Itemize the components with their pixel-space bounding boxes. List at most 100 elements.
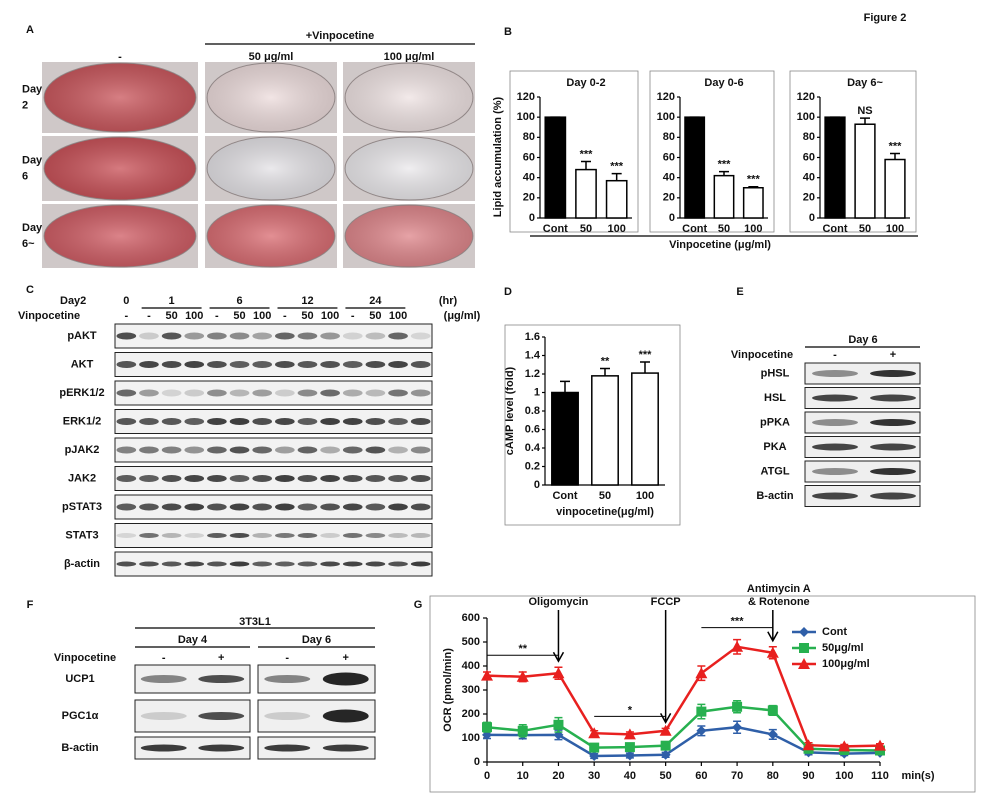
injection-arrow — [552, 610, 565, 663]
panel-label: A — [26, 24, 34, 36]
time-value: 0 — [123, 295, 129, 307]
marker — [624, 742, 635, 753]
x-axis-title: Vinpocetine (μg/ml) — [669, 239, 771, 251]
protein-label: pSTAT3 — [62, 501, 102, 513]
protein-label: pJAK2 — [65, 444, 100, 456]
marker — [695, 667, 708, 679]
blot-band — [161, 475, 182, 482]
blot-band — [320, 503, 340, 511]
y-axis-title: cAMP level (fold) — [504, 366, 516, 455]
blot-band — [410, 418, 431, 425]
dose-label: + — [218, 652, 224, 664]
blot-band — [161, 361, 182, 368]
error-bar — [560, 380, 570, 393]
x-tick-label: Cont — [543, 223, 568, 235]
blot-band — [388, 533, 408, 538]
chart-frame — [789, 70, 917, 233]
blot-band — [365, 561, 386, 567]
bar — [575, 168, 597, 219]
blot — [257, 736, 376, 760]
blot-band — [297, 446, 318, 454]
y-tick-label: 40 — [803, 172, 815, 184]
error-bar — [860, 117, 870, 125]
x-tick-label: 50 — [580, 223, 592, 235]
blot-band — [410, 389, 431, 397]
day-label: Day 4 — [178, 634, 208, 646]
y-tick-label: 20 — [523, 192, 535, 204]
marker — [696, 706, 707, 717]
marker — [732, 701, 743, 712]
blot-band — [297, 332, 318, 340]
marker — [624, 750, 635, 761]
x-tick-label: 50 — [660, 770, 672, 782]
legend-label: Cont — [822, 626, 847, 638]
x-tick-label: 60 — [695, 770, 707, 782]
blot-band — [320, 561, 340, 567]
series-line — [486, 725, 881, 758]
panel-label: C — [26, 284, 34, 296]
x-tick-label: 100 — [886, 223, 904, 235]
x-tick-label: 40 — [624, 770, 636, 782]
time-value: 6 — [236, 295, 242, 307]
protein-label: B-actin — [756, 490, 794, 502]
blot-band — [342, 389, 363, 397]
x-tick-label: Cont — [682, 223, 707, 235]
blot-band — [139, 332, 159, 340]
injection-arrow — [767, 610, 779, 643]
blot-band — [297, 389, 318, 397]
blot-band — [870, 394, 916, 402]
significance: *** — [731, 616, 745, 628]
blot-band — [229, 389, 250, 397]
dose-label: + — [343, 652, 349, 664]
blot-band — [207, 361, 227, 368]
marker — [799, 627, 809, 637]
blot-band — [229, 418, 250, 425]
blot-band — [140, 744, 187, 752]
blot-band — [388, 475, 408, 482]
error-bar — [748, 185, 759, 188]
blot-band — [116, 332, 137, 340]
blot-band — [252, 446, 272, 454]
blot-band — [116, 475, 137, 482]
dish-shade — [345, 205, 473, 267]
dose-label: 50 — [233, 310, 245, 322]
x-tick-label: 70 — [731, 770, 743, 782]
panel-label: G — [414, 599, 423, 611]
blot-band — [388, 418, 408, 425]
x-tick-label: 50 — [718, 223, 730, 235]
marker — [481, 669, 493, 681]
x-tick-label: 50 — [859, 223, 871, 235]
y-tick-label: 80 — [523, 131, 535, 143]
blot-band — [365, 332, 386, 340]
dose-label: - — [162, 652, 166, 664]
marker — [552, 667, 565, 679]
injection-label: & Rotenone — [748, 596, 810, 608]
blot-band — [275, 475, 295, 482]
injection-label: Antimycin A — [747, 583, 811, 595]
blot-band — [320, 475, 340, 482]
time-value: 1 — [169, 295, 175, 307]
blot-band — [365, 389, 386, 397]
marker — [798, 658, 810, 669]
blot-band — [264, 712, 311, 720]
blot-band — [116, 503, 137, 511]
blot-band — [410, 561, 431, 567]
row-label: 6~ — [22, 238, 35, 250]
dish-shade — [44, 137, 196, 200]
blot-band — [116, 418, 137, 425]
blot-band — [252, 418, 272, 425]
bar — [605, 179, 628, 219]
blot-band — [207, 475, 227, 482]
blot-band — [207, 332, 227, 340]
y-tick-label: 40 — [523, 172, 535, 184]
blot-band — [198, 744, 245, 752]
y-axis-title: OCR (pmol/min) — [442, 648, 454, 732]
protein-label: pERK1/2 — [59, 387, 104, 399]
blot-band — [252, 475, 272, 482]
marker — [696, 725, 707, 736]
time-unit: (hr) — [439, 295, 458, 307]
blot-band — [275, 533, 295, 538]
bar — [591, 375, 619, 486]
blot-band — [812, 468, 858, 475]
blot-band — [264, 675, 311, 683]
